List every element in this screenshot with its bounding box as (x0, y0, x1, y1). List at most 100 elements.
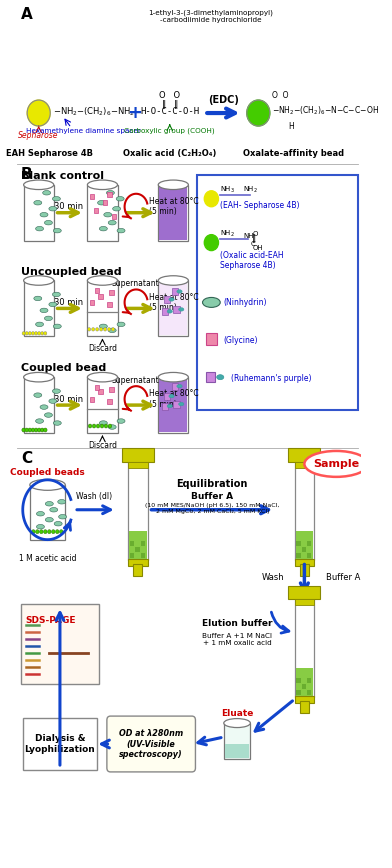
FancyBboxPatch shape (296, 668, 313, 696)
Ellipse shape (107, 191, 114, 195)
FancyBboxPatch shape (95, 385, 99, 390)
Ellipse shape (41, 332, 44, 335)
Ellipse shape (112, 327, 114, 331)
FancyBboxPatch shape (173, 401, 180, 408)
Ellipse shape (99, 324, 107, 329)
Ellipse shape (87, 372, 118, 382)
Ellipse shape (169, 394, 174, 398)
Ellipse shape (36, 418, 44, 424)
Text: +: + (127, 104, 142, 122)
FancyBboxPatch shape (122, 448, 154, 462)
FancyBboxPatch shape (300, 563, 309, 575)
FancyBboxPatch shape (94, 208, 98, 214)
Ellipse shape (58, 500, 66, 504)
Ellipse shape (87, 276, 118, 286)
Ellipse shape (217, 375, 224, 379)
Text: 1 M acetic acid: 1 M acetic acid (19, 554, 76, 562)
Ellipse shape (28, 428, 32, 432)
Ellipse shape (98, 201, 105, 205)
Ellipse shape (108, 328, 116, 332)
FancyBboxPatch shape (90, 194, 94, 200)
Ellipse shape (36, 524, 44, 529)
FancyBboxPatch shape (158, 378, 189, 433)
Text: O   O: O O (159, 91, 180, 100)
Ellipse shape (167, 404, 172, 408)
FancyBboxPatch shape (295, 559, 314, 566)
Ellipse shape (44, 529, 47, 534)
FancyBboxPatch shape (128, 460, 148, 560)
Ellipse shape (28, 332, 31, 335)
Text: (Glycine): (Glycine) (224, 336, 258, 345)
Ellipse shape (24, 180, 54, 189)
FancyBboxPatch shape (163, 297, 170, 304)
Ellipse shape (40, 404, 48, 410)
FancyBboxPatch shape (295, 597, 314, 697)
FancyBboxPatch shape (90, 397, 94, 402)
Text: B: B (21, 167, 33, 182)
Ellipse shape (49, 399, 57, 404)
FancyBboxPatch shape (302, 684, 306, 689)
Ellipse shape (177, 385, 182, 388)
Text: (EAH- Sepharose 4B): (EAH- Sepharose 4B) (220, 201, 300, 210)
FancyBboxPatch shape (172, 288, 178, 295)
FancyBboxPatch shape (103, 201, 107, 205)
FancyBboxPatch shape (295, 600, 314, 606)
FancyBboxPatch shape (141, 553, 145, 557)
Ellipse shape (34, 296, 42, 300)
FancyBboxPatch shape (295, 460, 314, 560)
Ellipse shape (56, 529, 59, 534)
Ellipse shape (34, 393, 42, 398)
Circle shape (247, 100, 270, 126)
FancyBboxPatch shape (87, 185, 118, 240)
FancyBboxPatch shape (296, 678, 301, 683)
Ellipse shape (49, 207, 57, 211)
Text: Supernatant: Supernatant (111, 376, 159, 385)
Ellipse shape (169, 298, 174, 301)
Ellipse shape (36, 227, 44, 231)
Ellipse shape (44, 316, 53, 320)
Ellipse shape (60, 529, 63, 534)
Text: Coupled beads: Coupled beads (10, 468, 85, 477)
FancyBboxPatch shape (24, 185, 54, 240)
FancyBboxPatch shape (206, 372, 215, 382)
Ellipse shape (53, 389, 60, 393)
FancyBboxPatch shape (107, 302, 112, 307)
FancyBboxPatch shape (172, 383, 178, 390)
FancyBboxPatch shape (295, 696, 314, 703)
Text: C: C (21, 451, 32, 466)
Text: Sample: Sample (313, 459, 359, 469)
Ellipse shape (100, 424, 104, 428)
Text: Buffer A: Buffer A (326, 573, 360, 582)
FancyBboxPatch shape (90, 300, 94, 305)
FancyBboxPatch shape (307, 541, 312, 546)
Ellipse shape (88, 424, 92, 428)
Text: O: O (252, 231, 258, 237)
Text: Buffer A +1 M NaCl
+ 1 mM oxalic acid: Buffer A +1 M NaCl + 1 mM oxalic acid (202, 634, 272, 647)
Ellipse shape (34, 332, 38, 335)
Ellipse shape (53, 196, 60, 201)
Ellipse shape (44, 220, 53, 225)
Circle shape (204, 234, 218, 251)
Ellipse shape (88, 327, 91, 331)
Text: NH$_2$: NH$_2$ (220, 228, 235, 239)
FancyBboxPatch shape (135, 547, 140, 552)
Ellipse shape (103, 327, 107, 331)
FancyBboxPatch shape (302, 547, 306, 552)
Ellipse shape (107, 327, 111, 331)
FancyBboxPatch shape (307, 678, 312, 683)
FancyBboxPatch shape (141, 541, 145, 546)
FancyBboxPatch shape (206, 333, 217, 345)
Text: NH: NH (243, 233, 254, 239)
Ellipse shape (36, 529, 39, 534)
Text: SDS-PAGE: SDS-PAGE (26, 616, 76, 626)
Text: Elution buffer: Elution buffer (202, 620, 272, 628)
Ellipse shape (53, 324, 61, 329)
Text: Buffer A: Buffer A (191, 492, 233, 501)
FancyBboxPatch shape (307, 553, 312, 557)
Text: Wash (dI): Wash (dI) (76, 492, 112, 502)
FancyBboxPatch shape (295, 462, 314, 468)
Ellipse shape (87, 180, 118, 189)
Ellipse shape (117, 228, 125, 233)
Text: Blank control: Blank control (21, 171, 104, 181)
Ellipse shape (38, 332, 41, 335)
